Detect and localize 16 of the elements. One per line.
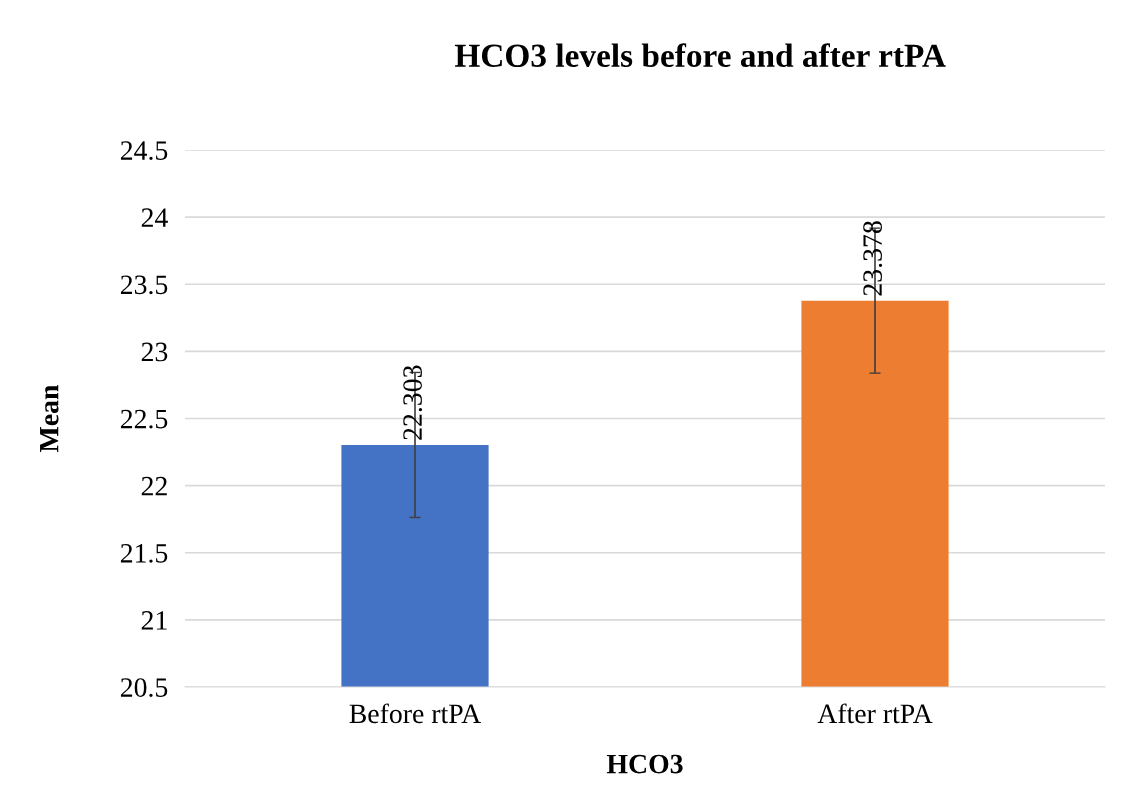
y-tick-label: 22.5 [120, 409, 168, 429]
y-tick-label: 21.5 [120, 543, 168, 563]
x-tick-label: Before rtPA [349, 703, 482, 724]
x-axis-title: HCO3 [606, 754, 683, 774]
y-tick-label: 24.5 [120, 141, 168, 161]
y-tick-label: 24 [141, 208, 168, 227]
y-tick-label: 21 [141, 611, 167, 630]
data-label: 22.303 [403, 365, 423, 440]
y-axis-title: Mean [40, 384, 59, 452]
y-tick-label: 23 [141, 342, 168, 362]
chart-title: HCO3 levels before and after rtPA [454, 43, 946, 67]
y-tick-label: 20.5 [120, 678, 168, 698]
y-tick-label: 22 [141, 476, 167, 496]
y-tick-label: 23.5 [120, 275, 168, 295]
data-label: 23.378 [863, 221, 883, 296]
x-tick-label: After rtPA [817, 703, 933, 724]
